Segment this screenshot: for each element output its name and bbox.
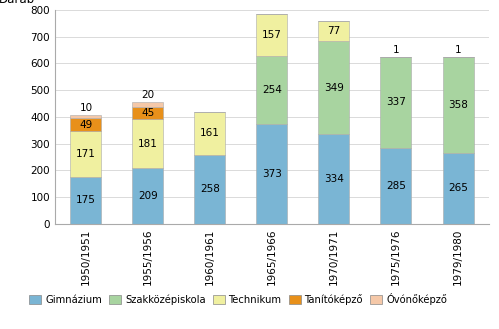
Text: 258: 258 — [200, 184, 220, 194]
Bar — [132, 102, 163, 108]
Text: 265: 265 — [448, 183, 468, 193]
Bar — [256, 56, 287, 124]
Bar — [132, 168, 163, 224]
Bar — [195, 155, 226, 224]
Text: 254: 254 — [262, 85, 282, 95]
Text: 285: 285 — [386, 181, 406, 190]
Text: 1: 1 — [393, 45, 399, 55]
Bar — [70, 115, 101, 118]
Text: 175: 175 — [76, 195, 96, 205]
Bar — [70, 177, 101, 224]
Text: 1: 1 — [455, 45, 461, 55]
Text: 10: 10 — [79, 103, 92, 113]
Text: 45: 45 — [141, 109, 155, 118]
Text: Darab: Darab — [0, 0, 34, 6]
Bar — [380, 58, 412, 147]
Bar — [318, 41, 349, 135]
Bar — [132, 108, 163, 119]
Bar — [70, 118, 101, 131]
Text: 161: 161 — [200, 128, 220, 138]
Bar — [256, 14, 287, 56]
Bar — [443, 57, 474, 153]
Bar — [380, 147, 412, 224]
Bar — [318, 21, 349, 41]
Text: 358: 358 — [448, 100, 468, 110]
Text: 373: 373 — [262, 169, 282, 179]
Text: 20: 20 — [141, 90, 155, 100]
Bar — [256, 124, 287, 224]
Bar — [70, 131, 101, 177]
Bar — [443, 153, 474, 224]
Text: 157: 157 — [262, 30, 282, 40]
Text: 77: 77 — [327, 26, 341, 36]
Legend: Gimnázium, Szakközépiskola, Technikum, Tanítóképző, Óvónőképző: Gimnázium, Szakközépiskola, Technikum, T… — [25, 289, 451, 309]
Text: 209: 209 — [138, 191, 158, 201]
Text: 171: 171 — [76, 149, 96, 159]
Bar — [132, 119, 163, 168]
Text: 349: 349 — [324, 83, 344, 93]
Bar — [318, 135, 349, 224]
Text: 334: 334 — [324, 174, 344, 184]
Text: 49: 49 — [79, 120, 92, 130]
Bar — [195, 112, 226, 155]
Text: 181: 181 — [138, 139, 158, 149]
Text: 337: 337 — [386, 97, 406, 108]
